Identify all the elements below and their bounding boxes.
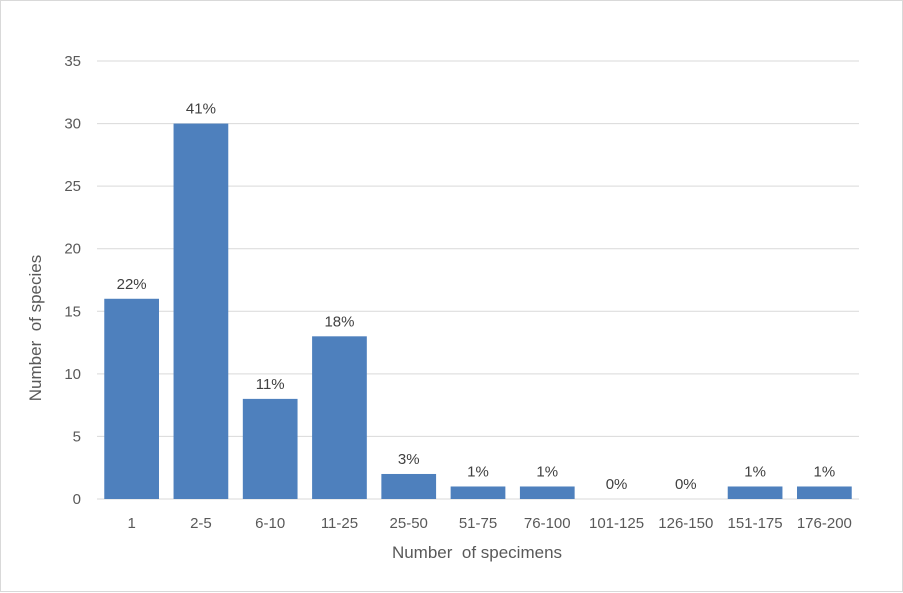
bar <box>727 486 783 499</box>
bar <box>173 123 229 500</box>
y-tick-label: 35 <box>64 53 81 70</box>
y-tick-label: 0 <box>73 491 81 508</box>
data-labels: 22% 41% 11% 18% 3% 1% 1% 0% 0% 1% 1% <box>117 101 836 493</box>
data-label: 1% <box>467 463 489 480</box>
x-tick-label: 11-25 <box>321 515 358 532</box>
x-tick-label: 176-200 <box>797 515 852 532</box>
bar <box>450 486 506 499</box>
data-label: 22% <box>117 276 147 293</box>
y-tick-label: 5 <box>73 428 81 445</box>
x-tick-label: 2-5 <box>190 515 212 532</box>
data-label: 0% <box>675 476 697 493</box>
data-label: 0% <box>606 476 628 493</box>
y-tick-label: 25 <box>64 178 81 195</box>
x-tick-label: 126-150 <box>658 515 713 532</box>
y-tick-label: 15 <box>64 303 81 320</box>
y-axis-title: Number of species <box>26 255 45 401</box>
bar <box>242 398 298 499</box>
y-tick-labels: 0 5 10 15 20 25 30 35 <box>64 53 81 508</box>
y-tick-label: 30 <box>64 116 81 133</box>
x-tick-label: 1 <box>127 515 135 532</box>
data-label: 11% <box>256 376 285 393</box>
bar <box>797 486 852 499</box>
data-label: 1% <box>814 463 836 480</box>
x-tick-label: 76-100 <box>524 515 571 532</box>
bar <box>381 473 437 499</box>
bar <box>104 298 159 499</box>
data-label: 1% <box>536 463 558 480</box>
x-tick-label: 6-10 <box>255 515 285 532</box>
data-label: 41% <box>186 101 216 118</box>
data-label: 3% <box>398 451 420 468</box>
bar <box>312 336 367 499</box>
x-tick-label: 151-175 <box>728 515 783 532</box>
x-tick-label: 25-50 <box>390 515 428 532</box>
y-tick-label: 20 <box>64 241 81 258</box>
x-axis-title: Number of specimens <box>392 543 562 562</box>
y-tick-label: 10 <box>64 366 81 383</box>
data-label: 18% <box>324 313 354 330</box>
bar <box>519 486 575 499</box>
bars <box>104 123 852 500</box>
x-tick-label: 51-75 <box>459 515 497 532</box>
x-tick-labels: 1 2-5 6-10 11-25 25-50 51-75 76-100 101-125 126-… <box>127 515 851 532</box>
x-tick-label: 101-125 <box>589 515 644 532</box>
data-label: 1% <box>744 463 766 480</box>
